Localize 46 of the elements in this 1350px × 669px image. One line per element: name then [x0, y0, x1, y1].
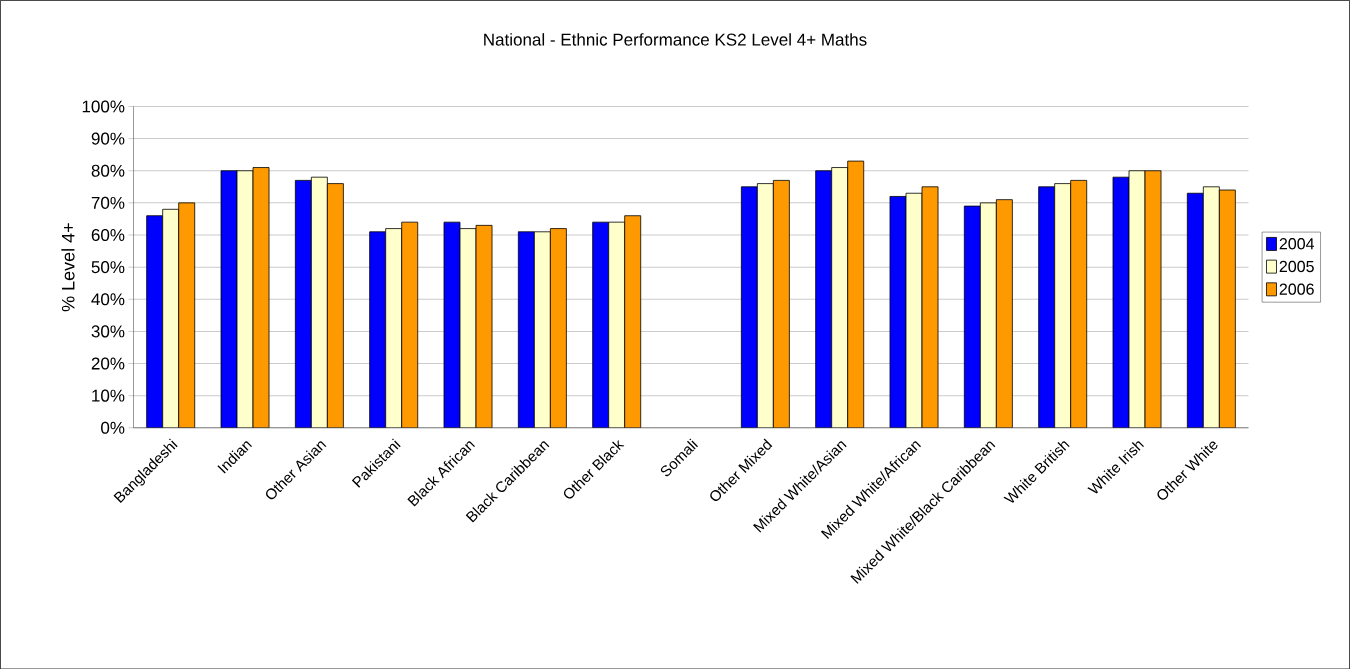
bar — [178, 202, 196, 428]
bar — [1186, 192, 1204, 428]
bar — [549, 227, 567, 428]
bar — [831, 166, 849, 428]
bar — [533, 231, 551, 428]
y-tick-label: 40% — [91, 293, 125, 306]
bar — [847, 160, 865, 428]
y-tick-label: 80% — [91, 164, 125, 177]
bar — [326, 183, 344, 428]
bar — [369, 231, 387, 428]
bar — [517, 231, 535, 428]
y-tick-label: 10% — [92, 389, 125, 402]
y-tick-label: 60% — [91, 228, 125, 241]
bar — [162, 208, 180, 428]
bar — [756, 183, 774, 428]
y-tick-label: 20% — [91, 357, 125, 370]
bar — [608, 221, 626, 428]
bar — [963, 205, 981, 428]
y-tick-label: 30% — [91, 325, 125, 338]
bar — [1070, 179, 1088, 428]
y-tick-label: 100% — [82, 100, 125, 113]
bar — [624, 215, 642, 428]
legend-label: 2005 — [1279, 260, 1314, 272]
bar — [979, 202, 997, 428]
bar — [385, 227, 403, 428]
bar — [592, 221, 610, 428]
bar — [294, 179, 312, 428]
y-tick-label: 0% — [101, 421, 125, 434]
bar — [1218, 189, 1236, 428]
bar — [310, 176, 328, 428]
bar — [995, 199, 1013, 428]
y-tick-label: 70% — [91, 196, 125, 209]
chart-title: National - Ethnic Performance KS2 Level 4+ Maths — [484, 33, 867, 46]
legend-label: 2006 — [1279, 283, 1314, 295]
bar — [146, 215, 164, 428]
y-axis-title: % Level 4+ — [61, 223, 75, 312]
legend-label: 2004 — [1279, 237, 1315, 250]
bar — [772, 179, 790, 428]
bar — [401, 221, 419, 428]
bar — [1038, 186, 1056, 428]
bar — [1054, 183, 1072, 428]
y-tick-label: 50% — [91, 260, 125, 273]
bar — [1202, 186, 1220, 428]
bar — [740, 186, 758, 428]
bar — [815, 170, 833, 428]
y-tick-label: 90% — [91, 132, 125, 145]
